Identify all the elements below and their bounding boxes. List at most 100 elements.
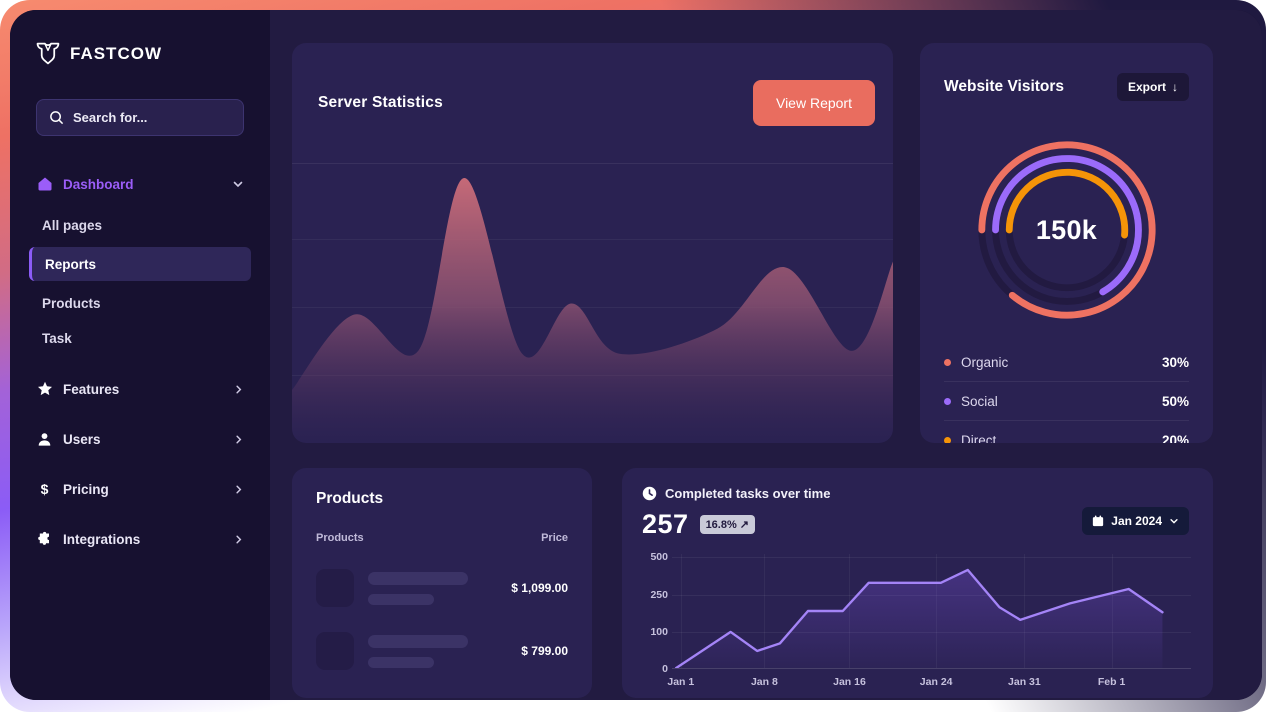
chevron-right-icon [233,484,244,495]
sidebar-item-label: All pages [42,217,103,233]
table-row[interactable]: $ 799.00 [316,632,568,670]
search-icon [49,110,64,125]
search-box[interactable] [36,99,244,136]
chevron-right-icon [233,384,244,395]
x-tick-label: Jan 8 [750,676,778,688]
legend-row-social: Social 50% [944,382,1189,421]
delta-value: 16.8% [705,518,737,531]
export-label: Export [1127,80,1166,94]
legend-value: 30% [1161,354,1189,370]
visitors-total: 150k [1035,214,1098,245]
export-button[interactable]: Export ↓ [1116,73,1189,101]
gridline [764,554,766,668]
legend-row-organic: Organic 30% [944,343,1189,382]
visitors-donut-svg [977,141,1156,319]
card-title: Products [316,490,384,507]
sidebar-item-reports[interactable]: Reports [29,247,251,281]
card-title: Server Statistics [318,94,443,111]
period-selector-button[interactable]: Jan 2024 [1082,507,1189,535]
y-axis-labels: 500 250 100 0 [642,551,672,675]
sidebar-item-features[interactable]: Features [36,377,244,401]
dashboard-submenu: All pages Reports Products Task [29,212,251,351]
card-title: Website Visitors [944,78,1065,95]
skeleton-bar [368,593,434,605]
user-icon [36,432,53,447]
tasks-area-path [676,569,1163,668]
skeleton-bar [368,634,468,648]
gridline [292,307,893,308]
tasks-plot-area [672,554,1191,669]
tasks-total: 257 [642,509,689,539]
sidebar-item-label: Products [42,295,101,311]
products-card: Products Products Price $ 1,099.00 [292,468,592,698]
sidebar-item-users[interactable]: Users [36,427,244,451]
puzzle-icon [36,531,53,547]
sidebar-item-label: Dashboard [63,176,134,192]
y-tick-label: 250 [650,589,668,601]
chevron-right-icon [233,434,244,445]
delta-badge: 16.8% ↗ [699,515,755,534]
legend-dot [944,437,951,443]
completed-tasks-card: Completed tasks over time 257 16.8% ↗ [622,468,1213,698]
home-icon [36,176,53,192]
legend-value: 50% [1161,393,1189,409]
donut-arc-1 [991,155,1142,296]
visitors-donut: 150k [974,137,1160,323]
line-chart-svg [674,568,1164,668]
sidebar-item-label: Integrations [63,531,141,547]
sidebar-item-task[interactable]: Task [29,325,251,351]
area-chart-svg [292,177,893,443]
donut-arc-0 [977,141,1156,319]
sidebar-item-all-pages[interactable]: All pages [29,212,251,238]
product-thumbnail [316,569,354,607]
fastcow-bull-icon [36,42,61,65]
x-tick-label: Jan 31 [1008,676,1041,688]
column-header-price: Price [541,532,568,544]
sidebar-item-label: Reports [45,256,97,272]
sidebar-item-label: Task [42,330,72,346]
gridline [292,239,893,240]
sidebar-item-products[interactable]: Products [29,290,251,316]
tasks-line-path [674,568,1164,668]
product-name-placeholder [354,571,511,605]
legend-dot [944,358,951,366]
server-statistics-header: Server Statistics View Report [292,43,893,164]
period-label: Jan 2024 [1111,514,1162,528]
website-visitors-card: Website Visitors Export ↓ [920,43,1213,443]
gridline [672,557,1191,558]
chevron-right-icon [233,534,244,545]
gridline [680,554,682,668]
sidebar-item-pricing[interactable]: $ Pricing [36,477,244,501]
calendar-icon [1092,515,1104,527]
sidebar-item-integrations[interactable]: Integrations [36,527,244,551]
arrow-down-icon: ↓ [1172,80,1178,94]
table-row[interactable]: $ 1,099.00 [316,569,568,607]
search-input[interactable] [73,110,231,125]
legend-row-direct: Direct 20% [944,421,1189,443]
product-price: $ 799.00 [521,644,568,658]
skeleton-bar [368,571,468,585]
view-report-button[interactable]: View Report [752,80,875,126]
card-title: Completed tasks over time [665,486,831,501]
server-statistics-card: Server Statistics View Report [292,43,893,443]
sidebar-item-label: Users [63,431,101,447]
arrow-up-right-icon: ↗ [739,519,749,531]
sidebar-item-dashboard[interactable]: Dashboard [36,172,244,196]
chevron-down-icon [232,178,244,190]
y-tick-label: 100 [650,626,668,638]
gridline [1024,554,1026,668]
main-content: Server Statistics View Report [270,10,1262,700]
server-statistics-chart [292,164,893,443]
product-price: $ 1,099.00 [511,581,568,595]
sidebar: FASTCOW Dashboard [10,10,270,700]
chevron-down-icon [1170,519,1178,524]
visitors-legend: Organic 30% Social 50% Direct 20% [944,343,1189,443]
x-axis-labels: Jan 1 Jan 8 Jan 16 Jan 24 Jan 31 Feb 1 [667,669,1191,691]
x-tick-label: Feb 1 [1097,676,1126,688]
y-tick-label: 0 [662,663,668,675]
x-tick-label: Jan 24 [919,676,953,688]
legend-label: Direct [961,433,997,443]
x-tick-label: Jan 1 [667,676,695,688]
legend-value: 20% [1161,433,1189,443]
skeleton-bar [368,656,434,668]
